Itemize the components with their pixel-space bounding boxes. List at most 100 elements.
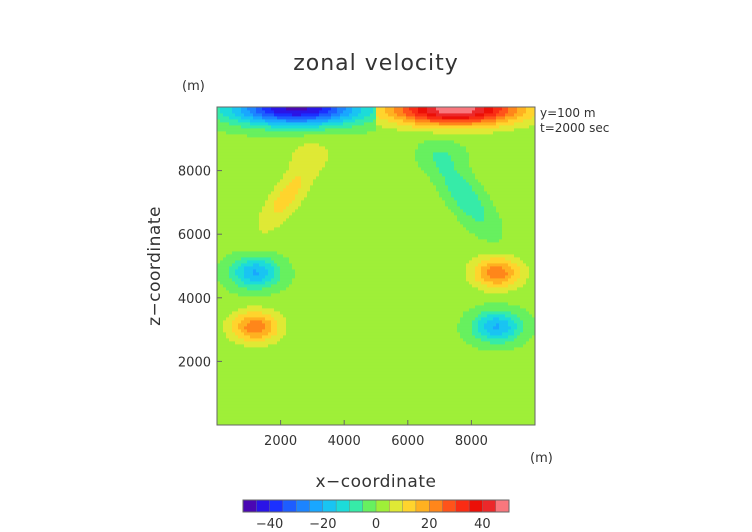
heatmap-cell xyxy=(283,182,287,186)
heatmap-cell xyxy=(355,185,359,189)
heatmap-cell xyxy=(307,323,311,327)
heatmap-cell xyxy=(259,209,263,213)
heatmap-cell xyxy=(340,185,344,189)
heatmap-cell xyxy=(325,344,329,348)
heatmap-cell xyxy=(286,158,290,162)
heatmap-cell xyxy=(337,221,341,225)
heatmap-cell xyxy=(292,299,296,303)
heatmap-cell xyxy=(310,269,314,273)
heatmap-cell xyxy=(292,200,296,204)
heatmap-cell xyxy=(289,332,293,336)
heatmap-cell xyxy=(322,140,326,144)
heatmap-cell xyxy=(268,215,272,219)
heatmap-cell xyxy=(277,242,281,246)
heatmap-cell xyxy=(307,185,311,189)
heatmap-cell xyxy=(319,158,323,162)
heatmap-cell xyxy=(280,131,284,135)
heatmap-cell xyxy=(232,257,236,261)
heatmap-cell xyxy=(292,344,296,348)
heatmap-cell xyxy=(316,389,320,393)
heatmap-cell xyxy=(241,371,245,375)
heatmap-cell xyxy=(217,284,221,288)
heatmap-cell xyxy=(337,359,341,363)
heatmap-cell xyxy=(220,137,224,141)
heatmap-cell xyxy=(313,293,317,297)
heatmap-cell xyxy=(232,128,236,132)
heatmap-cell xyxy=(244,155,248,159)
heatmap-cell xyxy=(325,224,329,228)
heatmap-cell xyxy=(325,122,329,126)
heatmap-cell xyxy=(259,302,263,306)
heatmap-cell xyxy=(223,356,227,360)
heatmap-cell xyxy=(235,350,239,354)
heatmap-cell xyxy=(286,176,290,180)
heatmap-cell xyxy=(331,386,335,390)
heatmap-cell xyxy=(274,308,278,312)
heatmap-cell xyxy=(340,380,344,384)
heatmap-cell xyxy=(295,374,299,378)
heatmap-cell xyxy=(223,209,227,213)
heatmap-cell xyxy=(331,263,335,267)
heatmap-cell xyxy=(304,284,308,288)
heatmap-cell xyxy=(247,293,251,297)
heatmap-cell xyxy=(220,377,224,381)
heatmap-cell xyxy=(262,221,266,225)
heatmap-cell xyxy=(307,260,311,264)
heatmap-cell xyxy=(352,230,356,234)
heatmap-cell xyxy=(283,314,287,318)
heatmap-cell xyxy=(289,125,293,129)
heatmap-cell xyxy=(325,260,329,264)
heatmap-cell xyxy=(220,248,224,252)
heatmap-cell xyxy=(259,248,263,252)
heatmap-cell xyxy=(289,344,293,348)
heatmap-cell xyxy=(304,248,308,252)
heatmap-cell xyxy=(313,194,317,198)
heatmap-cell xyxy=(220,128,224,132)
heatmap-cell xyxy=(337,326,341,330)
heatmap-cell xyxy=(280,239,284,243)
heatmap-cell xyxy=(310,368,314,372)
heatmap-cell xyxy=(328,395,332,399)
heatmap-cell xyxy=(238,341,242,345)
heatmap-cell xyxy=(355,245,359,249)
heatmap-cell xyxy=(328,299,332,303)
heatmap-cell xyxy=(271,410,275,414)
heatmap-cell xyxy=(241,419,245,423)
heatmap-cell xyxy=(331,314,335,318)
heatmap-cell xyxy=(262,365,266,369)
heatmap-cell xyxy=(289,119,293,123)
heatmap-cell xyxy=(223,362,227,366)
heatmap-cell xyxy=(262,341,266,345)
heatmap-cell xyxy=(241,404,245,408)
heatmap-cell xyxy=(331,341,335,345)
heatmap-cell xyxy=(268,278,272,282)
heatmap-cell xyxy=(250,398,254,402)
heatmap-cell xyxy=(349,344,353,348)
heatmap-cell xyxy=(268,269,272,273)
heatmap-cell xyxy=(226,371,230,375)
heatmap-cell xyxy=(256,329,260,333)
heatmap-cell xyxy=(343,401,347,405)
heatmap-cell xyxy=(274,371,278,375)
heatmap-cell xyxy=(271,179,275,183)
heatmap-cell xyxy=(238,323,242,327)
heatmap-cell xyxy=(340,164,344,168)
heatmap-cell xyxy=(232,269,236,273)
heatmap-cell xyxy=(310,242,314,246)
heatmap-cell xyxy=(349,215,353,219)
heatmap-cell xyxy=(301,203,305,207)
heatmap-cell xyxy=(289,257,293,261)
heatmap-cell xyxy=(304,176,308,180)
heatmap-cell xyxy=(247,227,251,231)
heatmap-cell xyxy=(271,122,275,126)
heatmap-cell xyxy=(283,377,287,381)
heatmap-cell xyxy=(337,392,341,396)
heatmap-cell xyxy=(313,374,317,378)
heatmap-cell xyxy=(226,143,230,147)
heatmap-cell xyxy=(262,143,266,147)
heatmap-cell xyxy=(292,383,296,387)
heatmap-cell xyxy=(223,206,227,210)
heatmap-cell xyxy=(253,218,257,222)
heatmap-cell xyxy=(355,137,359,141)
heatmap-cell xyxy=(253,296,257,300)
